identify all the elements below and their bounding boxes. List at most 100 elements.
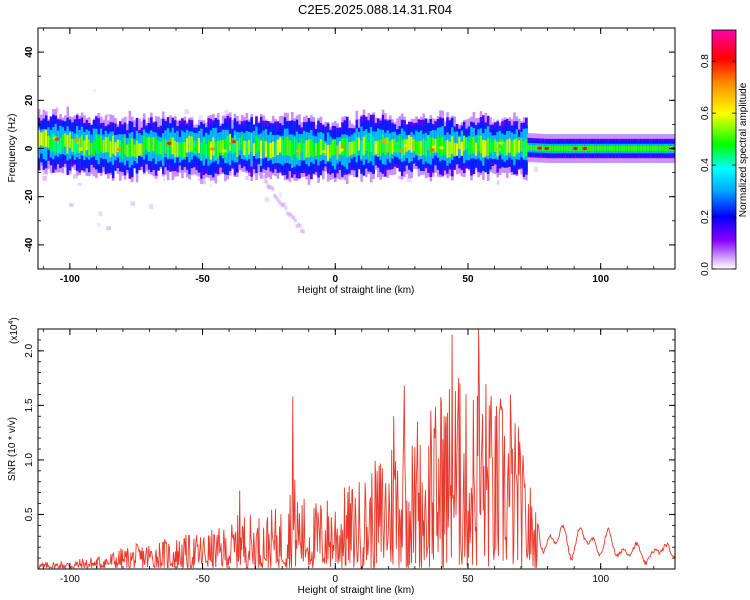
spectrogram-band-cell [212, 137, 215, 156]
spectrogram-band-cell [513, 139, 516, 157]
spectrogram-band-cell [224, 138, 227, 157]
spectrogram-peak-cell [76, 141, 82, 145]
spectrogram-band-cell [219, 140, 222, 154]
spectrogram-band-cell [236, 140, 239, 157]
spectrogram-band-cell [642, 145, 645, 152]
spectrogram-noise-cell [282, 202, 286, 207]
spectrogram-noise-cell [201, 179, 206, 184]
spectrogram-band-cell [245, 141, 249, 158]
spectrogram-noise-cell [268, 185, 272, 190]
spectrogram-x-tick-label: 0 [332, 274, 338, 285]
spectrogram-band-cell [580, 145, 583, 152]
snr-y-multiplier-base: (x10 [9, 324, 20, 344]
spectrogram-peak-cell [322, 149, 328, 154]
spectrogram-band-cell [498, 138, 502, 153]
spectrogram-band-cell [365, 134, 368, 151]
spectrogram-peak-cell [439, 146, 445, 150]
spectrogram-band-cell [302, 143, 306, 160]
chart-title: C2E5.2025.088.14.31.R04 [298, 2, 452, 17]
snr-x-tick-label: 50 [462, 574, 474, 585]
spectrogram-band-cell [92, 140, 96, 156]
spectrogram-band-cell [56, 138, 60, 153]
spectrogram-band-cell [620, 145, 624, 152]
spectrogram-band-cell [286, 136, 289, 156]
spectrogram-band-cell [269, 142, 273, 159]
spectrogram-band-cell [49, 136, 53, 152]
spectrogram-band-cell [429, 137, 433, 156]
snr-y-tick-label: 0.5 [24, 507, 35, 521]
spectrogram-peak-cell [572, 146, 578, 151]
spectrogram-band-cell [501, 139, 504, 154]
spectrogram-band-cell [73, 139, 77, 154]
spectrogram-band-cell [565, 145, 569, 152]
colorbar-tick-label: 0.2 [700, 210, 711, 224]
spectrogram-band-cell [319, 139, 323, 155]
spectrogram-noise-cell [262, 174, 266, 179]
spectrogram-band-cell [255, 135, 258, 154]
spectrogram-band-cell [252, 130, 256, 155]
spectrogram-band-cell [508, 138, 511, 153]
spectrogram-band-cell [658, 145, 662, 152]
spectrogram-band-cell [295, 140, 299, 159]
spectrogram-band-cell [357, 137, 361, 151]
spectrogram-band-cell [80, 135, 84, 151]
spectrogram-band-cell [97, 137, 101, 154]
spectrogram-band-cell [123, 137, 127, 155]
spectrogram-band-cell [291, 142, 294, 161]
spectrogram-band-cell [331, 140, 335, 156]
spectrogram-band-cell [305, 140, 308, 158]
spectrogram-x-axis-label: Height of straight line (km) [298, 285, 415, 296]
spectrogram-peak-cell [193, 148, 199, 152]
spectrogram-noise-cell [42, 175, 47, 181]
spectrogram-band-cell [150, 137, 153, 154]
spectrogram-band-cell [126, 144, 129, 157]
spectrogram-band-cell [271, 141, 275, 158]
spectrogram-band-cell [54, 135, 58, 154]
spectrogram-noise-cell [277, 199, 281, 204]
snr-series-line [38, 329, 675, 569]
spectrogram-noise-cell [55, 107, 59, 113]
spectrogram-band-cell [214, 141, 218, 160]
colorbar-tick-label: 0.0 [700, 262, 711, 276]
spectrogram-band-cell [353, 140, 356, 154]
spectrogram-band-cell [300, 138, 304, 153]
spectrogram-band-cell [159, 141, 163, 155]
spectrogram-peak-cell [209, 147, 215, 151]
spectrogram-band-cell [587, 145, 590, 152]
spectrogram-noise-cell [130, 201, 136, 206]
spectrogram-band-cell [527, 145, 531, 151]
spectrogram-peak-cell [398, 149, 404, 153]
spectrogram-band-cell [90, 142, 93, 156]
spectrogram-band-cell [663, 145, 667, 152]
spectrogram-band-cell [102, 139, 105, 154]
spectrogram-band-cell [417, 140, 421, 156]
spectrogram-band-cell [109, 141, 113, 158]
spectrogram-band-cell [276, 139, 280, 155]
spectrogram-band-cell [479, 135, 483, 154]
spectrogram-band-cell [164, 139, 168, 154]
spectrogram-band-cell [369, 133, 373, 152]
spectrogram-band-cell [388, 140, 392, 157]
spectrogram-band-cell [83, 140, 86, 156]
spectrogram-band-cell [420, 140, 423, 157]
spectrogram-noise-cell [273, 193, 277, 198]
spectrogram-noise-cell [106, 226, 111, 231]
spectrogram-band-cell [338, 141, 342, 155]
spectrogram-band-cell [470, 136, 473, 155]
spectrogram-band-cell [336, 145, 339, 160]
spectrogram-band-cell [95, 134, 98, 151]
spectrogram-peak-cell [116, 147, 122, 151]
spectrogram-band-cell [226, 136, 230, 155]
colorbar-tick-label: 0.8 [700, 54, 711, 68]
spectrogram-band-cell [615, 145, 619, 152]
spectrogram-noise-cell [40, 167, 44, 171]
spectrogram-band-cell [350, 141, 354, 155]
spectrogram-band-cell [324, 143, 328, 156]
snr-marks [38, 329, 675, 569]
spectrogram-band-cell [515, 137, 519, 154]
spectrogram-noise-cell [198, 115, 203, 120]
spectrogram-band-cell [623, 145, 626, 152]
spectrogram-band-cell [484, 140, 488, 157]
spectrogram-band-cell [114, 142, 117, 156]
spectrogram-band-cell [188, 135, 191, 153]
